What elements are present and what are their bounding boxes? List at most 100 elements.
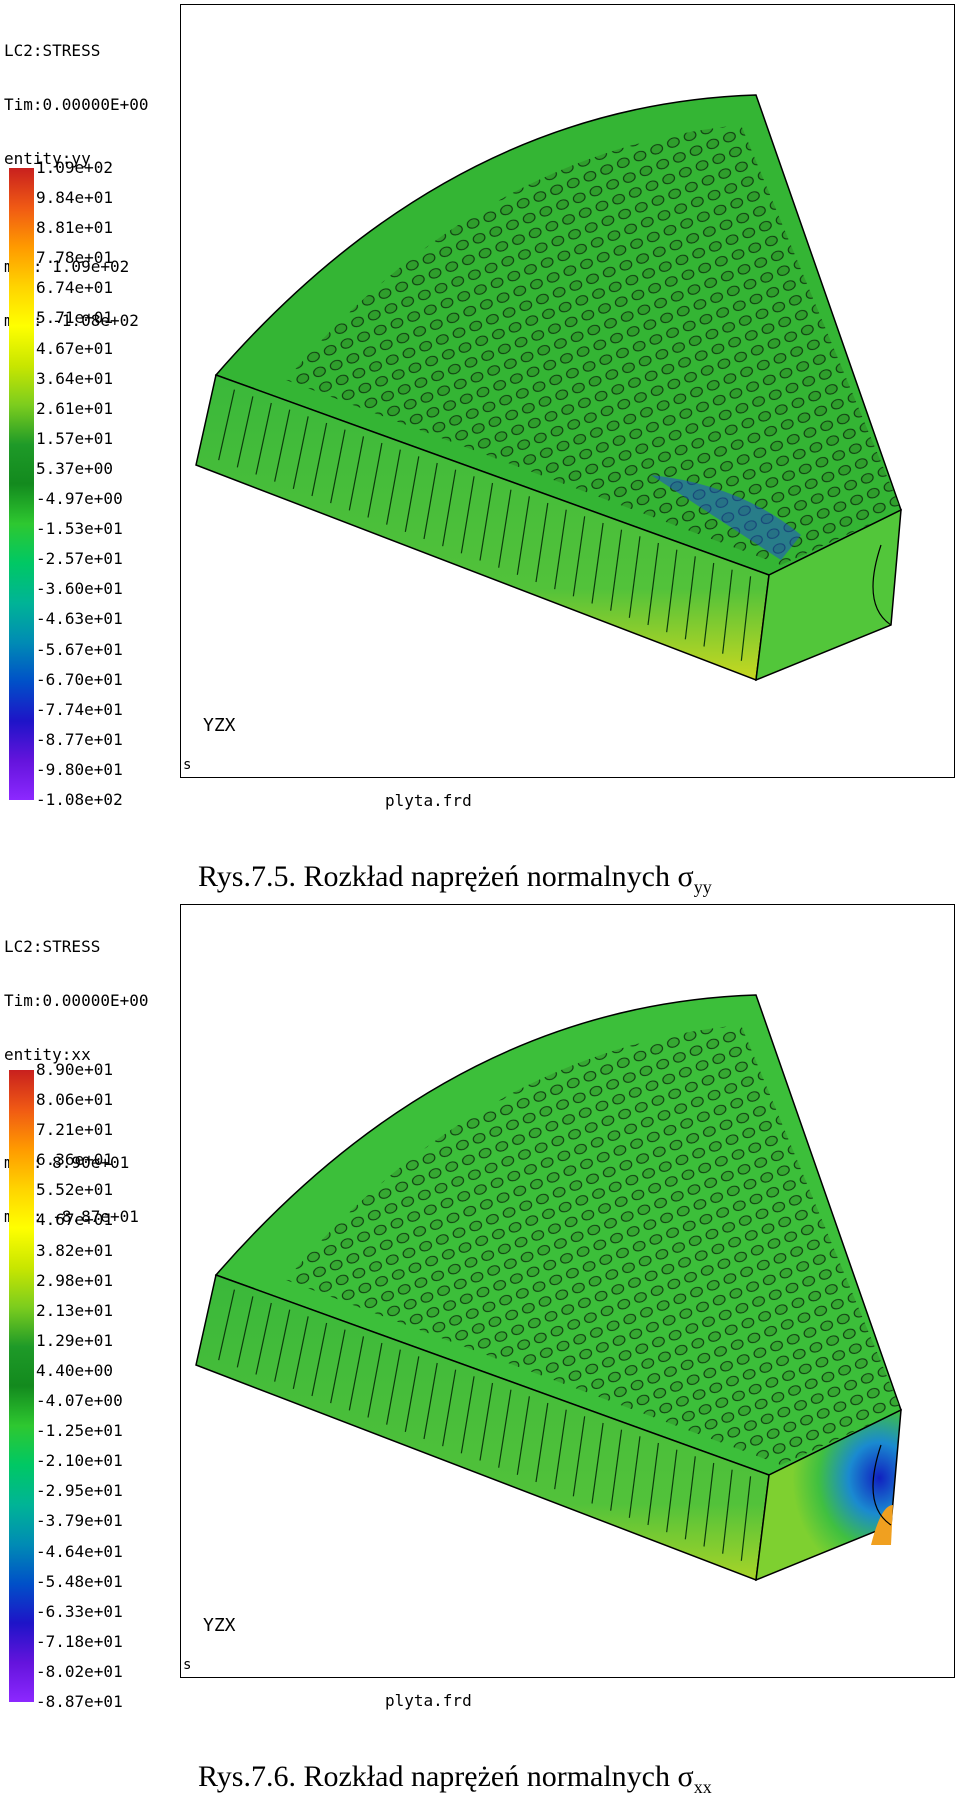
rib-line: [684, 1456, 696, 1540]
scale-tick-label: 6.74e+01: [36, 278, 114, 298]
color-scale-gradient: [9, 168, 34, 800]
rib-line: [610, 1429, 623, 1511]
scale-tick-label: 3.82e+01: [36, 1240, 114, 1260]
rib-line: [516, 1396, 530, 1475]
scale-tick-label: 8.81e+01: [36, 218, 114, 238]
stress-hotspot: [871, 1505, 893, 1545]
scale-tick-label: -1.25e+01: [36, 1421, 123, 1441]
scale-tick-label: -6.70e+01: [36, 669, 123, 689]
rib-line: [274, 409, 291, 482]
rib-line: [479, 482, 494, 561]
file-name: plyta.frd: [385, 1691, 472, 1710]
caption-text: Rys.7.6. Rozkład naprężeń normalnych σ: [198, 1760, 694, 1793]
axes-triad: YZX: [203, 1615, 236, 1636]
figure-caption: Rys.7.6. Rozkład naprężeń normalnych σxx: [198, 1760, 712, 1798]
rib-line: [311, 1322, 328, 1397]
scale-tick-label: -4.63e+01: [36, 609, 123, 629]
time-label: Tim:0.00000E+00: [4, 991, 149, 1010]
rib-line: [572, 516, 586, 597]
rib-line: [386, 1349, 401, 1425]
rib-line: [535, 1402, 549, 1483]
scale-tick-label: 7.21e+01: [36, 1120, 114, 1140]
scale-tick-label: 3.64e+01: [36, 368, 114, 388]
rib-line: [554, 1409, 567, 1490]
caption-text: Rys.7.5. Rozkład naprężeń normalnych σ: [198, 860, 694, 893]
scale-tick-label: -3.79e+01: [36, 1511, 123, 1531]
rib-line: [647, 542, 659, 626]
plate-end-block: [755, 1408, 902, 1582]
plate-model-xx: [195, 994, 902, 1582]
scale-tick-label: -2.95e+01: [36, 1481, 123, 1501]
scale-tick-label: -4.64e+01: [36, 1541, 123, 1561]
file-name: plyta.frd: [385, 791, 472, 810]
rib-line: [498, 1389, 512, 1468]
model-viewport[interactable]: YZX s: [180, 4, 955, 778]
scale-tick-label: 4.67e+01: [36, 1210, 114, 1230]
scale-tick-label: 8.90e+01: [36, 1060, 114, 1079]
corner-mark: s: [183, 1657, 192, 1673]
scale-tick-label: 1.57e+01: [36, 428, 114, 448]
rib-line: [628, 536, 641, 618]
rib-lines: [218, 389, 752, 661]
rib-line: [722, 569, 733, 654]
plate-end-block: [755, 508, 902, 682]
rib-line: [479, 1382, 494, 1461]
rib-line: [348, 1336, 365, 1411]
rib-line: [404, 456, 420, 532]
scale-tick-label: 1.09e+02: [36, 158, 114, 177]
figure-yy: LC2:STRESS Tim:0.00000E+00 entity:yy max…: [0, 0, 960, 900]
rib-line: [386, 449, 401, 525]
rib-line: [647, 1442, 659, 1526]
figure-xx: LC2:STRESS Tim:0.00000E+00 entity:xx max…: [0, 902, 960, 1802]
scale-tick-label: 8.06e+01: [36, 1090, 114, 1110]
scale-tick-label: -9.80e+01: [36, 759, 123, 779]
rib-line: [703, 1462, 715, 1547]
perforated-region: [286, 125, 901, 565]
rib-line: [740, 576, 752, 661]
rib-line: [460, 1376, 475, 1454]
rib-line: [255, 1302, 272, 1375]
scale-tick-label: -3.60e+01: [36, 579, 123, 599]
rib-line: [255, 402, 272, 475]
rib-line: [442, 469, 457, 547]
rib-line: [666, 549, 678, 633]
scale-tick-label: 7.78e+01: [36, 248, 114, 268]
rib-line: [722, 1469, 733, 1554]
scale-tick-label: -5.48e+01: [36, 1571, 123, 1591]
rib-line: [740, 1476, 752, 1561]
rib-line: [292, 1316, 309, 1389]
rib-line: [348, 436, 365, 511]
rib-line: [572, 1416, 586, 1497]
color-scale-bar: [9, 168, 34, 800]
rib-line: [703, 562, 715, 647]
scale-tick-label: -2.10e+01: [36, 1451, 123, 1471]
plate-model-yy: [195, 94, 902, 682]
scale-tick-label: -1.53e+01: [36, 519, 123, 539]
rib-line: [516, 496, 530, 575]
entity-label: entity:yy: [4, 149, 91, 168]
rib-line: [218, 1289, 236, 1361]
scale-tick-label: -8.87e+01: [36, 1692, 123, 1711]
rib-line: [610, 529, 623, 611]
rib-line: [330, 429, 346, 504]
rib-line: [591, 522, 604, 604]
rib-line: [274, 1309, 291, 1382]
rib-lines: [218, 1289, 752, 1561]
scale-tick-label: 5.52e+01: [36, 1180, 114, 1200]
rib-line: [218, 389, 236, 461]
scale-tick-label: -4.97e+00: [36, 489, 123, 509]
scale-tick-label: -2.57e+01: [36, 549, 123, 569]
scale-tick-label: -6.33e+01: [36, 1601, 123, 1621]
model-viewport[interactable]: YZX s: [180, 904, 955, 1678]
scale-tick-label: 6.36e+01: [36, 1150, 114, 1170]
rib-line: [367, 442, 383, 518]
rib-line: [666, 1449, 678, 1533]
rib-line: [554, 509, 567, 590]
loadcase-label: LC2:STRESS: [4, 937, 101, 956]
time-label: Tim:0.00000E+00: [4, 95, 149, 114]
rib-line: [236, 396, 254, 468]
rib-line: [404, 1356, 420, 1432]
scale-tick-label: 1.29e+01: [36, 1330, 114, 1350]
scale-tick-label: 5.71e+01: [36, 308, 114, 328]
color-scale-bar: [9, 1070, 34, 1702]
